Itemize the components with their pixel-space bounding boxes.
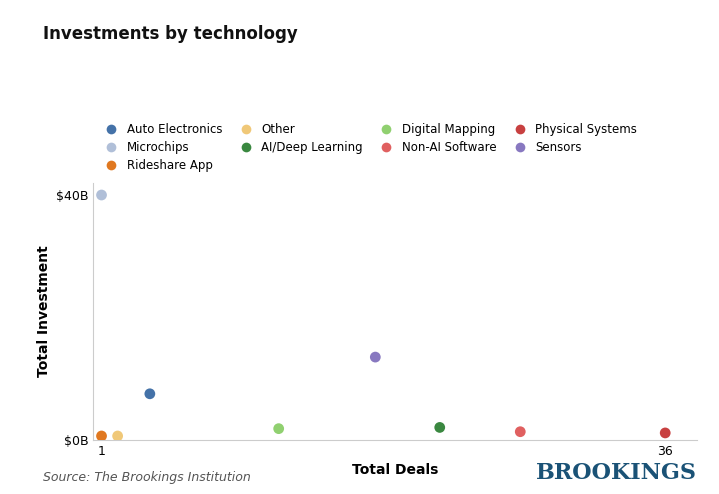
Point [96,432,107,440]
Point [96,191,107,199]
Text: Investments by technology: Investments by technology [43,25,298,42]
X-axis label: Total Deals: Total Deals [352,463,439,477]
Point [370,353,381,361]
Point [659,429,671,437]
Point [273,425,285,433]
Text: BROOKINGS: BROOKINGS [536,462,697,484]
Point [112,432,124,440]
Point [434,423,446,431]
Legend: Auto Electronics, Microchips, Rideshare App, Other, AI/Deep Learning, Digital Ma: Auto Electronics, Microchips, Rideshare … [99,124,637,172]
Point [144,390,155,398]
Y-axis label: Total Investment: Total Investment [37,246,50,377]
Point [515,428,526,436]
Text: Source: The Brookings Institution: Source: The Brookings Institution [43,471,251,484]
